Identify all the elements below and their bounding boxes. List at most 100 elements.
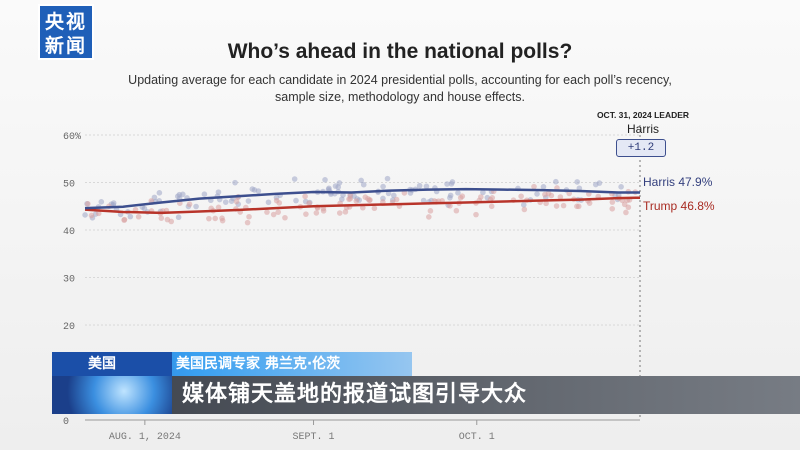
harris-poll-dot <box>407 190 414 196</box>
chyron-speaker: 美国民调专家 弗兰克·伦茨 <box>176 356 341 372</box>
trump-poll-dot <box>353 198 360 204</box>
harris-poll-dot <box>98 199 105 205</box>
trump-poll-dot <box>447 203 453 209</box>
harris-poll-dot <box>358 177 364 184</box>
harris-poll-dot <box>249 186 256 192</box>
y-tick-label: 60% <box>63 132 81 143</box>
harris-poll-dot <box>245 198 252 204</box>
trump-poll-dot <box>275 209 282 215</box>
harris-poll-dot <box>340 192 346 198</box>
harris-poll-dot <box>291 176 298 182</box>
harris-poll-dot <box>336 180 343 186</box>
harris-poll-dot <box>384 175 391 182</box>
harris-poll-dot <box>360 181 367 188</box>
chyron-caption: 媒体铺天盖地的报道试图引导大众 <box>182 382 528 407</box>
trump-poll-dot <box>313 210 320 216</box>
chart-subtitle: Updating average for each candidate in 2… <box>128 73 672 104</box>
harris-poll-dot <box>176 191 183 198</box>
harris-poll-dot <box>380 183 386 190</box>
globe-icon <box>52 376 172 414</box>
cctv-news-logo: 央视 新闻 <box>38 4 94 60</box>
trump-poll-dot <box>488 203 495 210</box>
trump-poll-dot <box>548 192 555 199</box>
harris-poll-dot <box>322 177 328 183</box>
trump-poll-dot <box>518 193 524 200</box>
trump-poll-dot <box>575 203 582 210</box>
trump-poll-dot <box>623 209 629 216</box>
y-tick-label: 50 <box>63 180 75 191</box>
trump-poll-dot <box>135 213 142 220</box>
trump-poll-dot <box>543 200 549 207</box>
trump-poll-dot <box>244 219 251 226</box>
trump-poll-dot <box>303 211 309 217</box>
leader-name: Harris <box>627 122 659 136</box>
harris-poll-dot <box>391 192 397 199</box>
trump-poll-dot <box>366 197 373 204</box>
trump-poll-dot <box>186 201 193 208</box>
harris-poll-dot <box>293 197 299 204</box>
harris-poll-dot <box>480 189 486 196</box>
chyron-tag: 美国 <box>52 352 172 376</box>
trump-poll-dot <box>557 194 564 200</box>
trump-poll-dot <box>393 196 400 203</box>
trump-end-label: Trump 46.8% <box>643 199 715 213</box>
harris-poll-dot <box>156 190 163 196</box>
harris-poll-dot <box>423 183 430 190</box>
x-tick-label: AUG. 1, 2024 <box>109 432 181 443</box>
trump-poll-dot <box>342 209 349 215</box>
trump-poll-dot <box>212 215 219 222</box>
trump-poll-dot <box>246 213 252 220</box>
y-tick-label: 30 <box>63 275 75 286</box>
y-tick-label: 40 <box>63 227 75 238</box>
trump-poll-dot <box>88 212 95 219</box>
trump-poll-dot <box>586 200 593 206</box>
trump-poll-dot <box>553 203 560 209</box>
trump-poll-dot <box>609 199 616 205</box>
harris-poll-dot <box>222 199 229 205</box>
chart-title: Who’s ahead in the national polls? <box>227 40 573 63</box>
trump-poll-dot <box>426 214 432 220</box>
y-tick-label: 20 <box>63 322 75 333</box>
harris-end-label: Harris 47.9% <box>643 175 713 189</box>
harris-poll-dot <box>416 182 423 189</box>
trump-poll-dot <box>168 218 175 225</box>
trump-poll-dot <box>347 196 354 202</box>
trump-poll-dot <box>282 214 288 221</box>
trump-poll-dot <box>371 205 378 212</box>
trump-poll-dot <box>453 207 460 214</box>
harris-poll-dot <box>332 183 339 189</box>
trump-poll-dot <box>264 209 270 215</box>
trump-poll-dot <box>233 198 240 205</box>
harris-poll-dot <box>215 189 222 195</box>
harris-poll-dot <box>449 179 456 185</box>
harris-poll-dot <box>447 192 454 199</box>
harris-poll-dot <box>265 199 272 206</box>
trump-poll-dot <box>276 200 283 206</box>
trump-poll-dot <box>206 215 212 222</box>
harris-poll-dot <box>592 181 599 188</box>
trump-poll-dot <box>158 215 165 221</box>
harris-poll-dot <box>520 202 527 208</box>
trump-poll-dot <box>95 210 102 217</box>
harris-poll-dot <box>618 184 624 190</box>
harris-poll-dot <box>127 213 134 220</box>
trump-poll-dot <box>270 211 277 218</box>
y-tick-label: 0 <box>63 417 69 428</box>
harris-poll-dot <box>420 197 427 204</box>
harris-poll-dot <box>444 181 450 187</box>
trump-poll-dot <box>609 205 616 212</box>
harris-poll-dot <box>82 212 88 218</box>
logo-line-1: 央视 <box>44 11 87 33</box>
harris-poll-dot <box>175 214 182 221</box>
trump-poll-dot <box>85 200 91 207</box>
trump-poll-dot <box>302 193 308 200</box>
trump-poll-dot <box>320 208 327 214</box>
harris-poll-dot <box>540 183 547 190</box>
trump-poll-dot <box>621 201 628 208</box>
harris-poll-dot <box>553 178 559 185</box>
trump-poll-dot <box>219 215 225 221</box>
harris-poll-dot <box>255 188 262 194</box>
trump-poll-dot <box>473 211 479 218</box>
harris-poll-dot <box>193 203 199 210</box>
x-tick-label: OCT. 1 <box>459 432 495 443</box>
